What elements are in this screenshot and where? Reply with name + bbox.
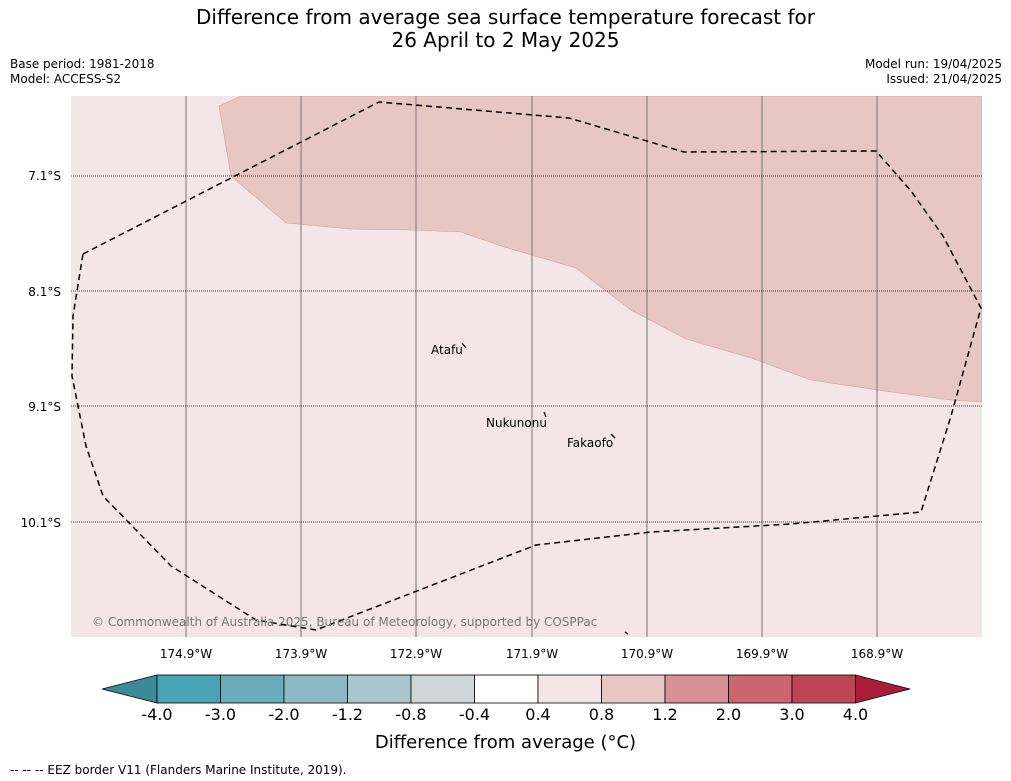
lat-label-10-1: 10.1°S (20, 516, 61, 530)
colorbar-tick: 2.0 (715, 705, 742, 724)
title-line-1: Difference from average sea surface temp… (195, 5, 815, 29)
colorbar-extend-high (855, 674, 911, 704)
place-atafu: Atafu (431, 343, 463, 357)
colorbar-bin-9 (664, 674, 729, 704)
place-nukunonu: Nukunonu (486, 416, 547, 430)
colorbar-tick: -4.0 (141, 705, 173, 724)
title-line-2: 26 April to 2 May 2025 (391, 28, 620, 52)
colorbar-label: Difference from average (°C) (374, 732, 637, 753)
model-name: Model: ACCESS-S2 (10, 72, 122, 86)
colorbar-tick: -1.2 (331, 705, 364, 724)
colorbar-bin-4 (347, 674, 412, 704)
lat-label-9-1: 9.1°S (28, 400, 61, 414)
colorbar-extend-low (101, 674, 158, 704)
lon-label-169-9: 169.9°W (735, 647, 789, 661)
swains-mark (624, 631, 629, 635)
lon-label-173-9: 173.9°W (274, 647, 328, 661)
atafu-atoll (461, 342, 467, 349)
chart-title: Difference from average sea surface temp… (0, 6, 1011, 52)
graticule (185, 96, 878, 637)
sst-anomaly-map: Atafu Nukunonu Fakaofo © Commonwealth of… (71, 96, 982, 637)
colorbar-bin-3 (283, 674, 348, 704)
colorbar-bin-1 (156, 674, 221, 704)
colorbar-tick: -2.0 (268, 705, 300, 724)
lon-label-171-9: 171.9°W (505, 647, 559, 661)
model-run: Model run: 19/04/2025 (864, 57, 1002, 71)
lon-label-174-9: 174.9°W (159, 647, 213, 661)
colorbar-tick: -3.0 (204, 705, 237, 724)
colorbar-tick: -0.4 (458, 705, 491, 724)
base-period: Base period: 1981-2018 (10, 57, 155, 71)
colorbar-bin-2 (220, 674, 285, 704)
colorbar-bin-7 (537, 674, 602, 704)
copyright-notice: © Commonwealth of Australia 2025, Bureau… (92, 615, 597, 629)
lat-label-8-1: 8.1°S (28, 285, 61, 299)
warm-anomaly-region (218, 96, 982, 403)
colorbar-tick: 0.4 (525, 705, 551, 724)
colorbar-bin-10 (728, 674, 793, 704)
colorbar-tick: 0.8 (588, 705, 615, 724)
lon-label-168-9: 168.9°W (850, 647, 904, 661)
colorbar-tick: 1.2 (652, 705, 678, 724)
colorbar (101, 674, 911, 704)
place-fakaofo: Fakaofo (567, 436, 613, 450)
lat-label-7-1: 7.1°S (28, 169, 61, 183)
colorbar-tick: 3.0 (779, 705, 805, 724)
fakaofo-atoll (610, 433, 616, 439)
atolls (461, 342, 629, 635)
eez-legend-note: -- -- -- EEZ border V11 (Flanders Marine… (10, 763, 347, 777)
colorbar-bin-8 (601, 674, 666, 704)
colorbar-bin-11 (791, 674, 856, 704)
issued-date: Issued: 21/04/2025 (886, 72, 1002, 86)
meta-right: Model run: 19/04/2025 Issued: 21/04/2025 (865, 57, 1002, 87)
nukunonu-atoll (543, 411, 547, 418)
colorbar-tick: 4.0 (842, 705, 869, 724)
meta-left: Base period: 1981-2018 Model: ACCESS-S2 (10, 57, 155, 87)
colorbar-tick: -0.8 (395, 705, 427, 724)
colorbar-bin-5 (410, 674, 475, 704)
lon-label-172-9: 172.9°W (389, 647, 443, 661)
colorbar-bin-6 (474, 674, 539, 704)
lon-label-170-9: 170.9°W (620, 647, 674, 661)
eez-border (71, 101, 982, 631)
